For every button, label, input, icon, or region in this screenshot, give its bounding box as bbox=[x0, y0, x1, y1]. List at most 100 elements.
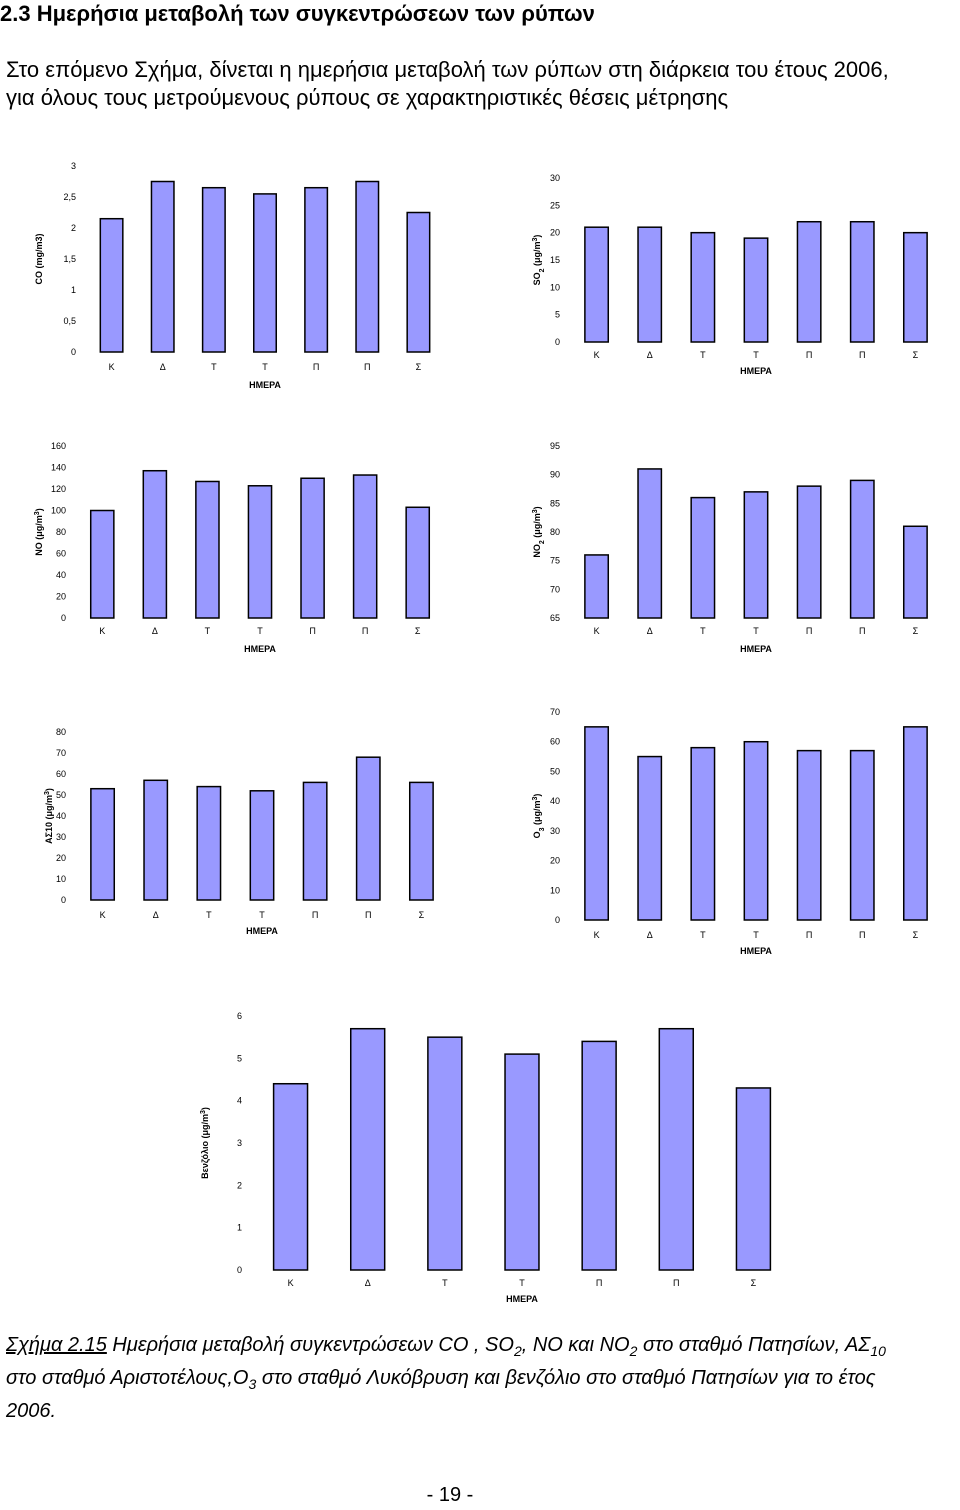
no-y-axis-label: NO (μg/m3) bbox=[34, 508, 45, 555]
no2-bar bbox=[743, 491, 769, 619]
no2-x-axis-label: ΗΜΕΡΑ bbox=[740, 644, 772, 654]
no-x-tick-label: Δ bbox=[152, 626, 158, 636]
benzene-x-tick-label: Τ bbox=[442, 1278, 448, 1288]
figure-caption: Σχήμα 2.15 Ημερήσια μεταβολή συγκεντρώσε… bbox=[6, 1332, 906, 1425]
co-y-tick-label: 1,5 bbox=[63, 254, 76, 264]
pm10-x-tick-label: Δ bbox=[153, 910, 159, 920]
o3-bar bbox=[584, 726, 610, 921]
so2-x-tick-label: Σ bbox=[913, 350, 919, 360]
o3-y-tick-label: 10 bbox=[550, 885, 560, 895]
pm10-bar bbox=[355, 756, 381, 901]
o3-x-tick-label: Δ bbox=[647, 930, 653, 940]
no2-x-tick-label: Σ bbox=[913, 626, 919, 636]
no2-y-tick-label: 95 bbox=[550, 441, 560, 451]
benzene-x-tick-label: Τ bbox=[519, 1278, 525, 1288]
no-y-tick-label: 140 bbox=[51, 463, 66, 473]
pm10-x-tick-label: Τ bbox=[259, 910, 265, 920]
no-x-tick-label: Τ bbox=[205, 626, 211, 636]
intro-paragraph: Στο επόμενο Σχήμα, δίνεται η ημερήσια με… bbox=[6, 57, 889, 110]
no2-y-tick-label: 80 bbox=[550, 527, 560, 537]
benzene-y-tick-label: 0 bbox=[237, 1265, 242, 1275]
o3-x-tick-label: Κ bbox=[594, 930, 600, 940]
co-bar bbox=[150, 180, 175, 353]
so2-y-tick-label: 5 bbox=[555, 310, 560, 320]
co-chart-svg: 0 0,5 1 1,5 2 2,5 3 Κ Δ Τ Τ Π Π Σ ΗΜΕΡΑ CO (mg/m3) bbox=[34, 161, 431, 390]
o3-y-tick-label: 70 bbox=[550, 707, 560, 717]
o3-bar bbox=[637, 755, 663, 921]
section-heading: 2.3 Ημερήσια μεταβολή των συγκεντρώσεων … bbox=[0, 0, 960, 30]
no-x-axis-label: ΗΜΕΡΑ bbox=[244, 644, 276, 654]
benzene-x-tick-label: Κ bbox=[288, 1278, 294, 1288]
so2-x-tick-label: Δ bbox=[647, 350, 653, 360]
no2-y-axis-label: NO2 (μg/m3) bbox=[532, 506, 546, 557]
o3-y-tick-label: 60 bbox=[550, 737, 560, 747]
so2-bar bbox=[690, 231, 716, 343]
no2-bar bbox=[849, 479, 875, 619]
so2-bar bbox=[902, 231, 928, 343]
no-chart-svg: 0 20 40 60 80 100 120 140 160 Κ Δ Τ Τ Π Π Σ ΗΜΕΡΑ NO (μg/… bbox=[34, 441, 431, 654]
no-y-tick-label: 100 bbox=[51, 506, 66, 516]
co-x-tick-label: Π bbox=[313, 362, 320, 372]
no2-bar bbox=[584, 554, 610, 619]
benzene-bar bbox=[349, 1027, 386, 1271]
so2-y-tick-label: 20 bbox=[550, 228, 560, 238]
so2-chart: 0 5 10 15 20 25 30 Κ Δ Τ Τ Π Π Σ ΗΜΕΡΑ SO2 (μg/m3) bbox=[528, 168, 948, 383]
pm10-chart-svg: 0 10 20 30 40 50 60 70 80 Κ Δ Τ Τ Π Π Σ ΗΜΕΡΑ ΑΣ10 (μg/m3… bbox=[44, 727, 434, 936]
no-x-tick-label: Τ bbox=[257, 626, 263, 636]
benzene-x-tick-label: Σ bbox=[751, 1278, 757, 1288]
o3-chart: 0 10 20 30 40 50 60 70 Κ Δ Τ Τ Π Π Σ ΗΜΕΡΑ O3 (μg/m3) bbox=[528, 702, 948, 964]
co-x-tick-label: Σ bbox=[416, 362, 422, 372]
no2-x-tick-label: Π bbox=[806, 626, 813, 636]
so2-x-tick-label: Π bbox=[806, 350, 813, 360]
benzene-y-axis-label: Βενζόλιο (μg/m3) bbox=[200, 1107, 211, 1179]
benzene-y-tick-label: 6 bbox=[237, 1011, 242, 1021]
no-y-tick-label: 120 bbox=[51, 484, 66, 494]
no2-x-tick-label: Δ bbox=[647, 626, 653, 636]
pm10-bar bbox=[249, 790, 275, 901]
co-bar bbox=[99, 217, 124, 353]
o3-bar bbox=[743, 740, 769, 921]
no-bar bbox=[300, 477, 325, 619]
benzene-x-tick-label: Δ bbox=[365, 1278, 371, 1288]
benzene-y-tick-label: 5 bbox=[237, 1053, 242, 1063]
co-y-tick-label: 2 bbox=[71, 223, 76, 233]
no2-x-tick-label: Τ bbox=[700, 626, 706, 636]
so2-bar bbox=[796, 220, 822, 343]
pm10-y-axis-label: ΑΣ10 (μg/m3) bbox=[44, 788, 55, 844]
no-chart: 0 20 40 60 80 100 120 140 160 Κ Δ Τ Τ Π Π Σ ΗΜΕΡΑ NO (μg/… bbox=[30, 438, 450, 660]
no2-x-tick-label: Τ bbox=[753, 626, 759, 636]
benzene-y-tick-label: 4 bbox=[237, 1096, 242, 1106]
co-y-tick-label: 3 bbox=[71, 161, 76, 171]
pm10-x-tick-label: Τ bbox=[206, 910, 212, 920]
pm10-y-tick-label: 70 bbox=[56, 748, 66, 758]
benzene-x-axis-label: ΗΜΕΡΑ bbox=[506, 1294, 538, 1304]
pm10-y-tick-label: 30 bbox=[56, 832, 66, 842]
so2-x-axis-label: ΗΜΕΡΑ bbox=[740, 366, 772, 376]
no2-y-tick-label: 75 bbox=[550, 556, 560, 566]
pm10-bar bbox=[408, 781, 434, 901]
pm10-bar bbox=[196, 785, 222, 901]
no-y-tick-label: 0 bbox=[61, 613, 66, 623]
co-bar bbox=[355, 180, 380, 353]
benzene-y-tick-label: 1 bbox=[237, 1223, 242, 1233]
benzene-bar bbox=[504, 1053, 540, 1271]
no2-bar bbox=[902, 525, 928, 619]
o3-bar bbox=[796, 749, 822, 921]
pm10-x-tick-label: Κ bbox=[100, 910, 106, 920]
no-bar bbox=[247, 485, 273, 619]
pm10-x-axis-label: ΗΜΕΡΑ bbox=[246, 926, 278, 936]
caption-prefix: Σχήμα 2.15 bbox=[6, 1334, 107, 1356]
so2-y-tick-label: 0 bbox=[555, 337, 560, 347]
co-y-axis-label: CO (mg/m3) bbox=[34, 233, 44, 284]
pm10-y-tick-label: 60 bbox=[56, 769, 66, 779]
benzene-x-tick-label: Π bbox=[596, 1278, 603, 1288]
caption-sub-1: 2 bbox=[513, 1343, 522, 1359]
co-y-tick-label: 1 bbox=[71, 285, 76, 295]
no-y-tick-label: 40 bbox=[56, 570, 66, 580]
so2-y-tick-label: 30 bbox=[550, 173, 560, 183]
so2-bar bbox=[637, 226, 663, 343]
caption-sub-4: 3 bbox=[248, 1376, 257, 1392]
page-number: - 19 - bbox=[426, 1484, 474, 1506]
o3-x-tick-label: Τ bbox=[700, 930, 706, 940]
benzene-bar bbox=[735, 1087, 772, 1271]
